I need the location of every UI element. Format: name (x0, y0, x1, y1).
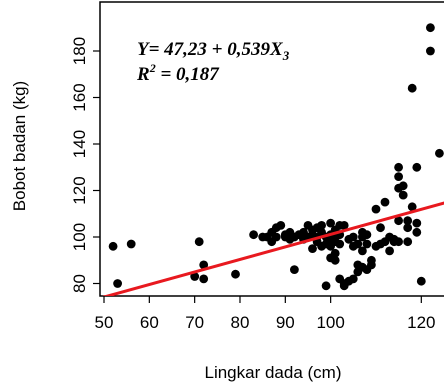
data-point-58 (348, 232, 358, 242)
data-point-100 (435, 148, 444, 158)
data-point-75 (376, 223, 385, 233)
data-point-38 (321, 281, 331, 291)
data-point-47 (330, 248, 340, 258)
x-tick-label-90: 90 (276, 313, 295, 332)
axis-layer: 50 60 70 80 90 100 120 80 100 120 140 160 180 (70, 37, 435, 332)
y-tick-label-180: 180 (70, 37, 89, 65)
data-point-66 (358, 246, 367, 256)
data-point-80 (385, 246, 394, 256)
r-squared-text: R2 = 0,187 (136, 61, 220, 85)
y-tick-label-160: 160 (70, 83, 89, 111)
data-point-69 (362, 239, 372, 249)
y-axis-title: Bobot badan (kg) (10, 81, 29, 211)
data-point-8 (249, 230, 258, 240)
data-point-5 (199, 260, 209, 270)
data-point-83 (394, 162, 403, 172)
data-point-1 (113, 279, 122, 288)
plot-frame (99, 1, 444, 297)
regression-line (102, 201, 444, 296)
points-layer (108, 23, 444, 291)
data-point-2 (126, 239, 136, 249)
data-point-87 (394, 237, 403, 247)
data-point-42 (326, 218, 335, 228)
x-tick-label-60: 60 (140, 313, 159, 332)
data-point-53 (339, 221, 349, 230)
data-point-77 (380, 197, 390, 207)
data-point-101 (407, 83, 417, 93)
data-point-15 (276, 221, 286, 230)
data-point-20 (290, 265, 299, 274)
data-point-98 (426, 46, 435, 56)
data-point-29 (308, 244, 317, 254)
y-tick-label-120: 120 (70, 176, 89, 204)
x-tick-label-80: 80 (231, 313, 250, 332)
y-tick-label-140: 140 (70, 130, 89, 158)
data-point-60 (348, 274, 358, 284)
data-point-51 (335, 239, 345, 249)
x-tick-label-50: 50 (95, 313, 114, 332)
data-point-86 (394, 216, 403, 226)
data-point-91 (403, 223, 413, 233)
x-tick-label-100: 100 (316, 313, 344, 332)
data-point-14 (271, 232, 281, 242)
x-axis-title: Lingkar dada (cm) (204, 363, 341, 382)
regression-layer (102, 201, 444, 296)
data-point-84 (394, 172, 403, 182)
data-point-35 (317, 221, 326, 230)
data-point-3 (190, 272, 200, 281)
equation-text: Y= 47,23 + 0,539X3 (137, 39, 290, 63)
data-point-0 (108, 241, 118, 251)
data-point-99 (426, 23, 435, 33)
data-point-96 (412, 162, 422, 172)
data-point-72 (367, 260, 376, 270)
data-point-89 (398, 190, 408, 200)
data-point-94 (412, 218, 422, 228)
x-tick-label-120: 120 (407, 313, 435, 332)
data-point-73 (371, 204, 381, 214)
y-tick-label-100: 100 (70, 223, 89, 251)
data-point-93 (407, 202, 417, 212)
data-point-7 (231, 269, 240, 279)
data-point-92 (403, 237, 413, 247)
data-point-4 (194, 237, 204, 247)
x-tick-label-70: 70 (185, 313, 204, 332)
data-point-68 (362, 230, 372, 240)
data-point-95 (412, 227, 422, 237)
y-tick-label-80: 80 (70, 274, 89, 293)
data-point-97 (416, 276, 426, 286)
data-point-88 (398, 181, 408, 191)
data-point-6 (199, 274, 209, 284)
data-point-48 (330, 255, 340, 265)
data-point-61 (353, 239, 363, 249)
data-point-90 (403, 216, 413, 226)
